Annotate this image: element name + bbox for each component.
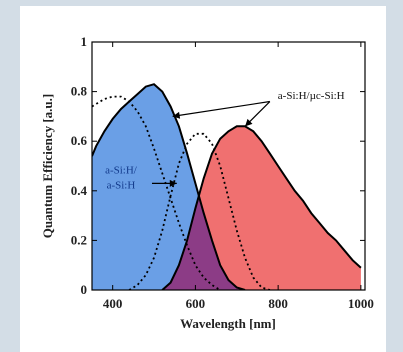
x-tick-label: 400 [103,296,123,311]
y-tick-label: 0.6 [71,133,88,148]
x-tick-label: 800 [268,296,288,311]
quantum-efficiency-chart: 400 600 800 1000 0 0.2 0.4 0.6 0.8 1 Wavelength [… [40,34,374,331]
arrow-to-bottom-cell-curve-head [245,118,253,127]
y-tick-label: 0.4 [71,183,88,198]
arrow-to-top-cell-curve-head [172,111,181,119]
x-tick-label: 600 [186,296,206,311]
y-tick-label: 0.2 [71,232,87,247]
x-tick-label: 1000 [348,296,374,311]
y-axis-label: Quantum Efficiency [a.u.] [40,94,55,238]
y-tick-label: 0 [81,282,88,297]
arrow-to-dotted-curves-head [169,179,177,187]
annotation-tandem-label: a-Si:H/µc-Si:H [278,90,345,102]
top-cell-curve [92,83,246,290]
annotation-double-label-line1: a-Si:H/ [105,164,138,176]
bottom-cell-curve [161,125,362,290]
y-tick-label: 0.8 [71,84,88,99]
y-tick-label: 1 [81,34,88,49]
x-axis-label: Wavelength [nm] [180,316,276,331]
plot-area-border [91,41,366,291]
arrow-to-top-cell-curve [172,100,270,117]
chart-frame: 400 600 800 1000 0 0.2 0.4 0.6 0.8 1 Wavelength [… [20,6,386,352]
annotation-double-label-line2: a-Si:H [107,179,136,191]
dotted-curve-1 [92,95,221,290]
